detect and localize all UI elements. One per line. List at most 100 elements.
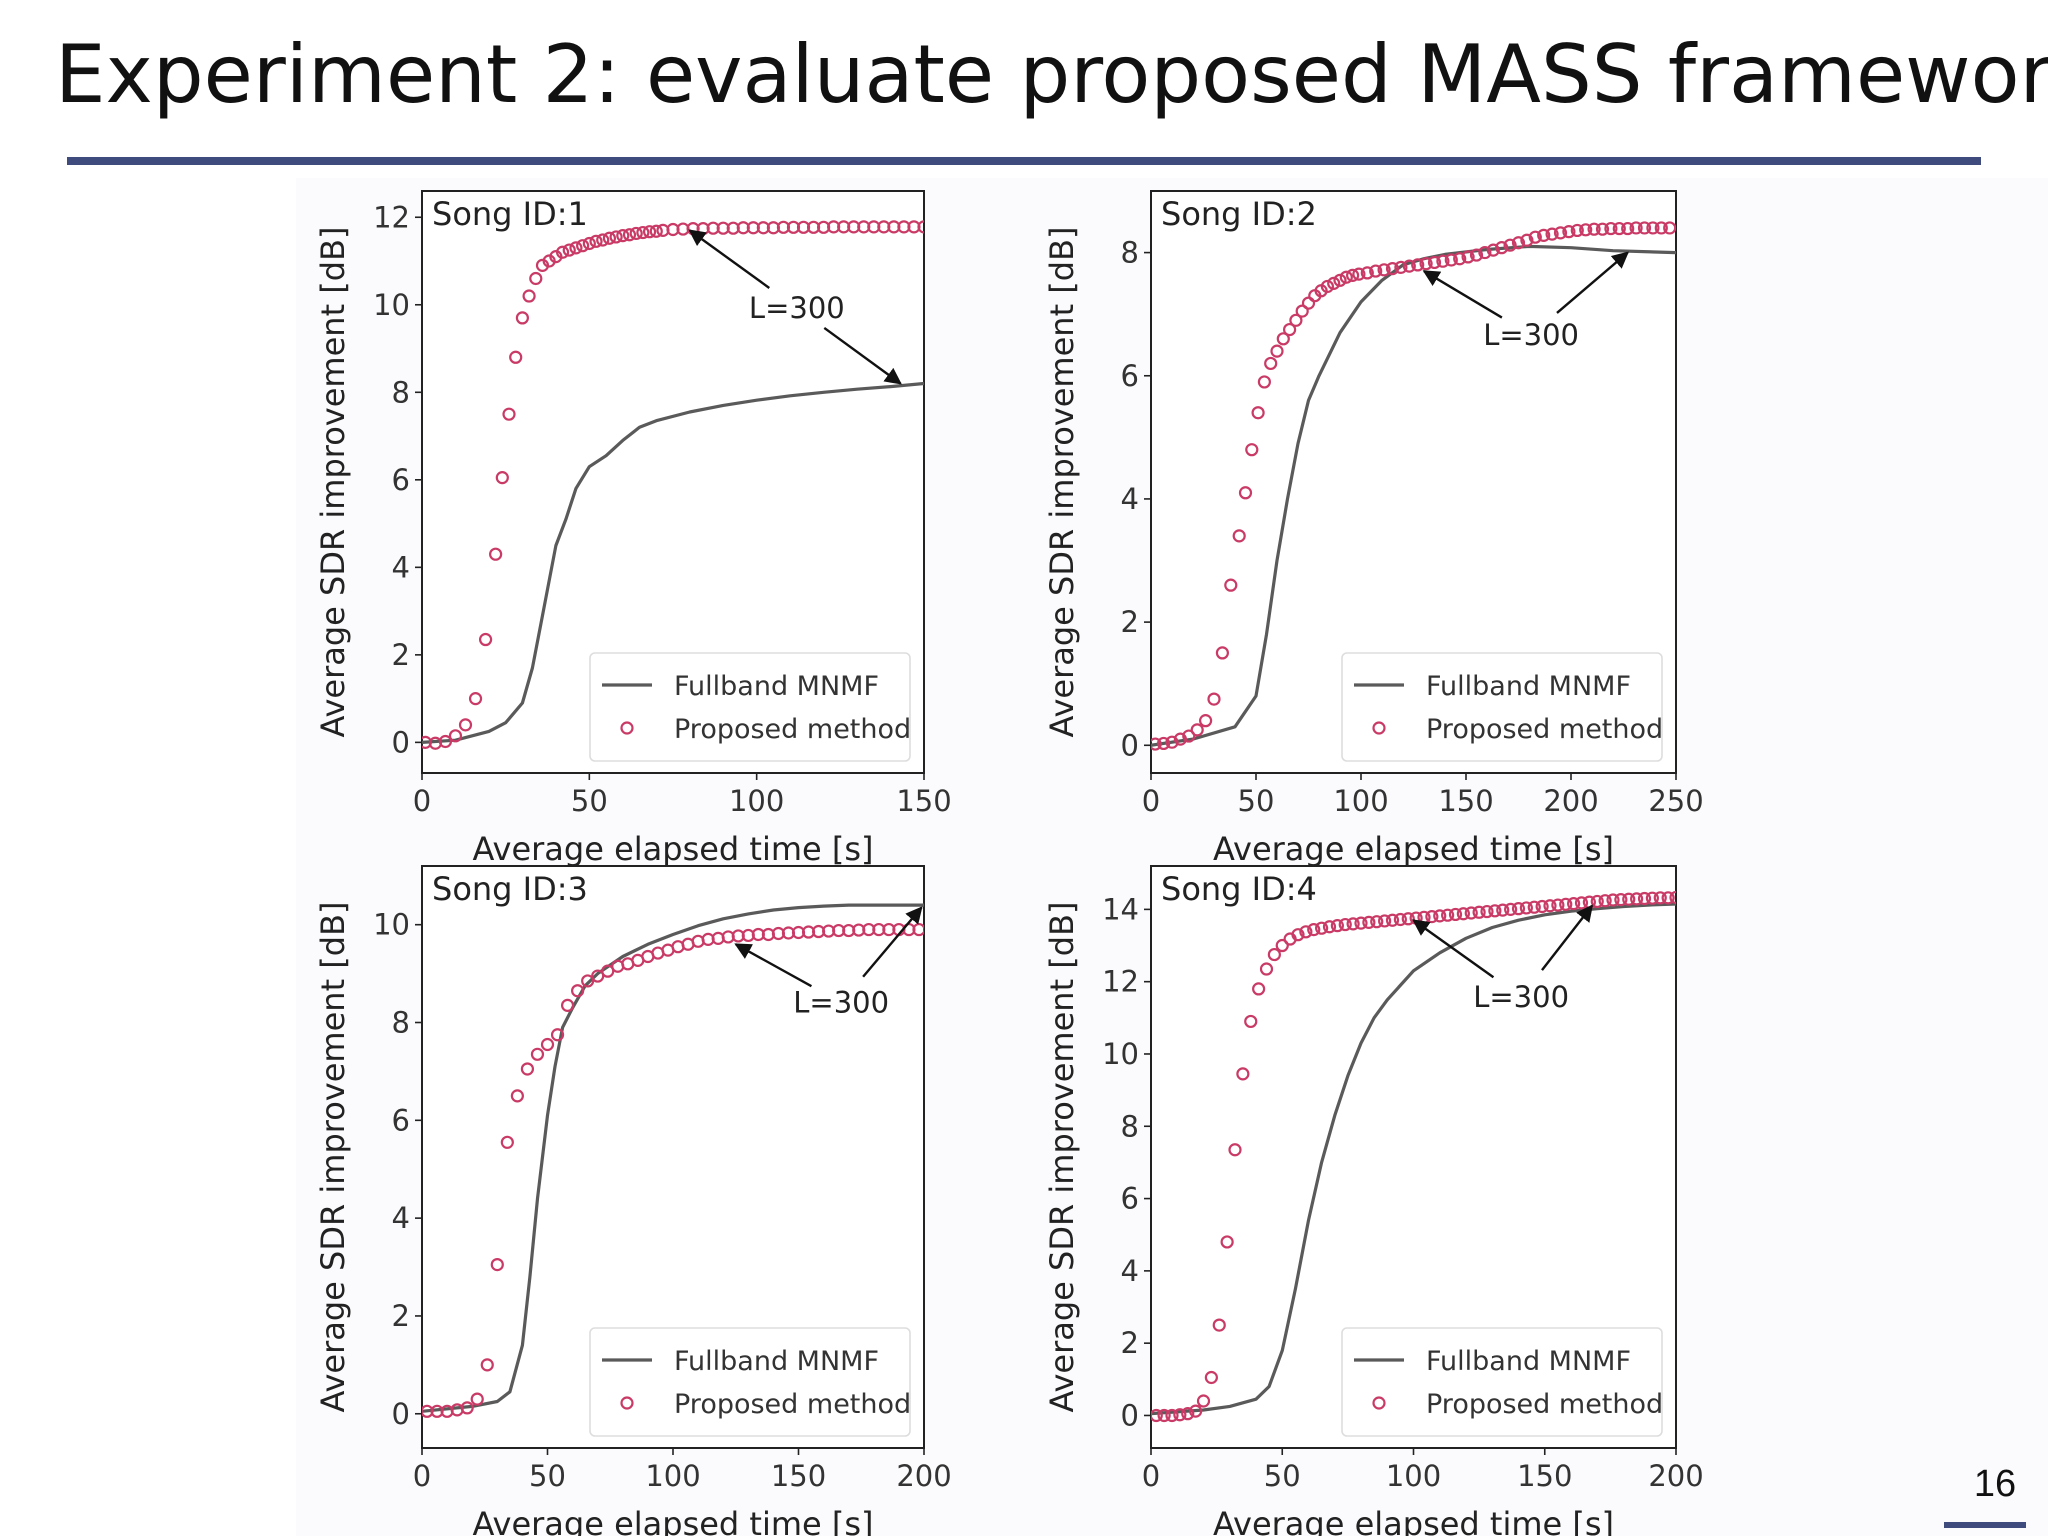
proposed-method-point <box>1464 906 1478 920</box>
chart-panel-2: 0 50 100 150 200 250 0 2 4 6 8 Average elapsed time… <box>1043 190 1704 868</box>
legend-label-proposed: Proposed method <box>674 1389 911 1420</box>
proposed-method-point <box>460 1401 474 1415</box>
proposed-method-point <box>1385 913 1400 927</box>
x-tick-label: 0 <box>1142 784 1160 818</box>
annotation-label: L=300 <box>749 291 845 325</box>
annotation-label: L=300 <box>793 986 889 1020</box>
proposed-method-point <box>1663 221 1676 235</box>
proposed-method-point <box>529 271 543 286</box>
y-tick-label: 8 <box>1121 236 1139 270</box>
proposed-method-point <box>520 1062 535 1076</box>
proposed-method-point <box>591 969 605 983</box>
series-line-fullband-mnmf <box>422 381 924 744</box>
slide-title: Experiment 2: evaluate proposed MASS fra… <box>55 28 2048 121</box>
proposed-method-point <box>649 224 663 238</box>
proposed-method-point <box>917 220 924 234</box>
proposed-method-point <box>1385 262 1400 276</box>
series-group <box>1151 890 1676 1423</box>
proposed-method-point <box>1345 268 1360 282</box>
proposed-method-point <box>1511 236 1526 250</box>
proposed-method-point <box>1590 894 1604 909</box>
proposed-method-point <box>1232 529 1246 543</box>
proposed-method-point <box>1156 736 1171 751</box>
proposed-method-point <box>1238 486 1253 500</box>
annotation-arrow <box>1412 919 1495 979</box>
proposed-method-point <box>1654 221 1668 235</box>
series-group <box>422 903 924 1418</box>
proposed-method-point <box>562 243 576 257</box>
proposed-method-point <box>636 225 650 240</box>
x-tick-label: 0 <box>413 784 431 818</box>
proposed-method-point <box>582 236 596 251</box>
proposed-method-point <box>1551 898 1565 912</box>
legend-label-fullband: Fullband MNMF <box>1426 1346 1631 1377</box>
y-tick-label: 4 <box>1121 482 1139 516</box>
proposed-method-point <box>1276 332 1290 346</box>
proposed-method-point <box>1327 276 1341 290</box>
proposed-method-point <box>480 1358 494 1372</box>
y-axis-label: Average SDR improvement [dB] <box>1043 226 1081 737</box>
proposed-method-point <box>1579 223 1593 237</box>
proposed-method-point <box>629 226 643 241</box>
proposed-method-point <box>1441 908 1455 922</box>
panel-title: Song ID:4 <box>1161 870 1317 908</box>
proposed-method-point <box>1433 909 1447 923</box>
proposed-method-point <box>1173 1408 1187 1422</box>
y-tick-label: 4 <box>392 550 410 584</box>
proposed-method-point <box>1198 714 1213 728</box>
title-rule <box>67 157 1981 165</box>
proposed-method-point <box>1567 896 1581 911</box>
proposed-method-point <box>1661 891 1675 905</box>
proposed-method-point <box>1362 915 1376 929</box>
proposed-method-point <box>1295 304 1309 318</box>
proposed-method-point <box>1622 892 1636 906</box>
x-tick-label: 150 <box>1517 1459 1572 1493</box>
panel-title: Song ID:1 <box>432 195 588 233</box>
proposed-method-point <box>1559 897 1573 911</box>
proposed-method-point <box>1511 902 1526 916</box>
proposed-method-point <box>1621 221 1635 236</box>
proposed-method-point <box>1165 735 1179 749</box>
proposed-method-point <box>555 245 570 259</box>
annotation-arrow <box>823 326 902 385</box>
x-tick-label: 100 <box>1333 784 1388 818</box>
x-axis-label: Average elapsed time [s] <box>472 830 873 868</box>
proposed-method-point <box>1444 253 1458 267</box>
proposed-method-point <box>1553 226 1568 240</box>
x-axis-label: Average elapsed time [s] <box>472 1505 873 1536</box>
proposed-method-point <box>1320 279 1335 294</box>
proposed-method-point <box>1469 248 1484 262</box>
proposed-method-point <box>1402 259 1416 273</box>
legend-box <box>589 1327 911 1437</box>
x-tick-label: 0 <box>413 1459 431 1493</box>
series-line-fullband-mnmf <box>1151 902 1676 1416</box>
y-tick-label: 2 <box>392 1299 410 1333</box>
page-number-rule <box>1944 1522 2026 1528</box>
y-tick-label: 0 <box>392 1397 410 1431</box>
proposed-method-point <box>1520 233 1534 247</box>
proposed-method-point <box>1461 250 1475 264</box>
proposed-method-point <box>1228 1143 1242 1157</box>
proposed-method-point <box>1282 322 1297 337</box>
proposed-method-point <box>1182 729 1196 743</box>
y-axis-label: Average SDR improvement [dB] <box>314 226 352 737</box>
proposed-method-point <box>1220 1235 1234 1249</box>
y-tick-label: 12 <box>373 200 410 234</box>
proposed-method-point <box>509 350 523 364</box>
annotation-arrow <box>1556 251 1629 314</box>
proposed-method-point <box>616 229 630 243</box>
proposed-method-point <box>1333 273 1347 287</box>
proposed-method-point <box>1204 1370 1218 1385</box>
proposed-method-point <box>1480 904 1494 919</box>
proposed-method-point <box>571 984 585 998</box>
x-tick-label: 250 <box>1648 784 1703 818</box>
series-group <box>422 220 924 750</box>
proposed-method-point <box>1267 947 1281 962</box>
proposed-method-point <box>601 964 615 978</box>
y-tick-label: 10 <box>373 908 410 942</box>
proposed-method-point <box>1322 920 1337 934</box>
proposed-method-point <box>470 1392 484 1406</box>
proposed-method-point <box>515 311 530 325</box>
proposed-method-point <box>1212 1318 1226 1332</box>
